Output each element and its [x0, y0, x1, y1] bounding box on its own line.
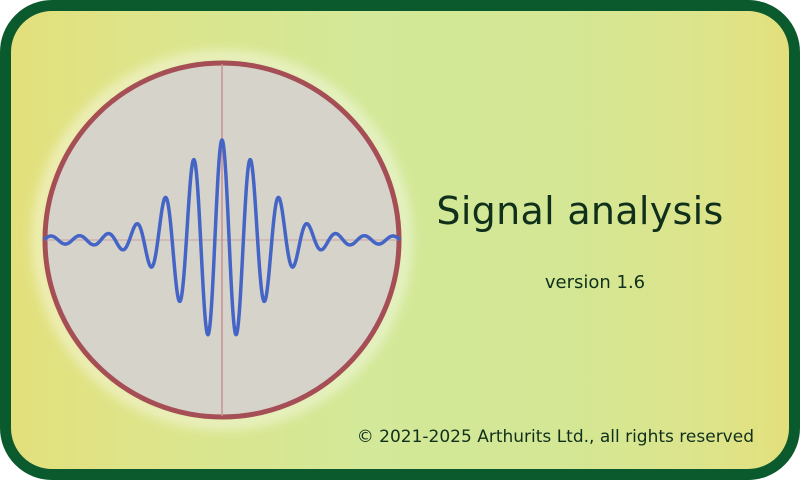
app-title: Signal analysis: [436, 189, 724, 233]
logo-glow: [34, 52, 410, 428]
version-label: version 1.6: [544, 272, 646, 293]
copyright-notice: © 2021-2025 Arthurits Ltd., all rights r…: [356, 427, 754, 447]
logo-waveform: [43, 138, 401, 337]
